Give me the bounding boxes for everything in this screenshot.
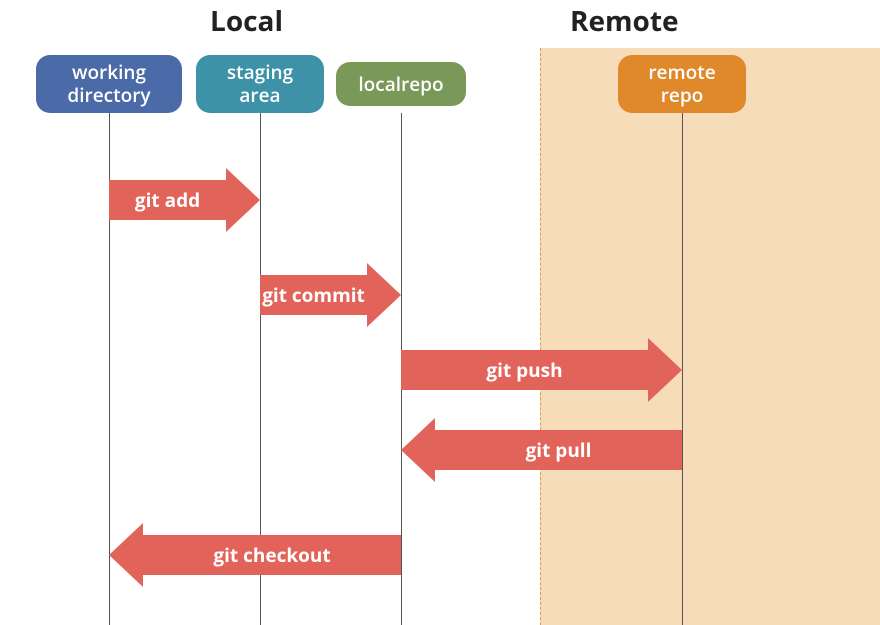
arrow-git-add: git add [109,180,226,220]
arrow-git-checkout: git checkout [143,535,401,575]
arrow-git-push: git push [401,350,648,390]
arrow-head-git-add [226,168,260,232]
arrow-head-git-pull [401,418,435,482]
remote-region [540,48,880,625]
node-working-directory: workingdirectory [36,55,182,113]
node-local-repo: localrepo [336,62,466,106]
arrow-git-pull: git pull [435,430,682,470]
arrow-git-commit: git commit [260,275,367,315]
node-staging-area: stagingarea [196,55,324,113]
arrow-head-git-push [648,338,682,402]
section-title-remote: Remote [570,2,679,40]
arrow-head-git-commit [367,263,401,327]
node-remote-repo: remoterepo [618,55,746,113]
section-title-local: Local [210,2,283,40]
lifeline-remote-repo [682,113,683,625]
arrow-head-git-checkout [109,523,143,587]
